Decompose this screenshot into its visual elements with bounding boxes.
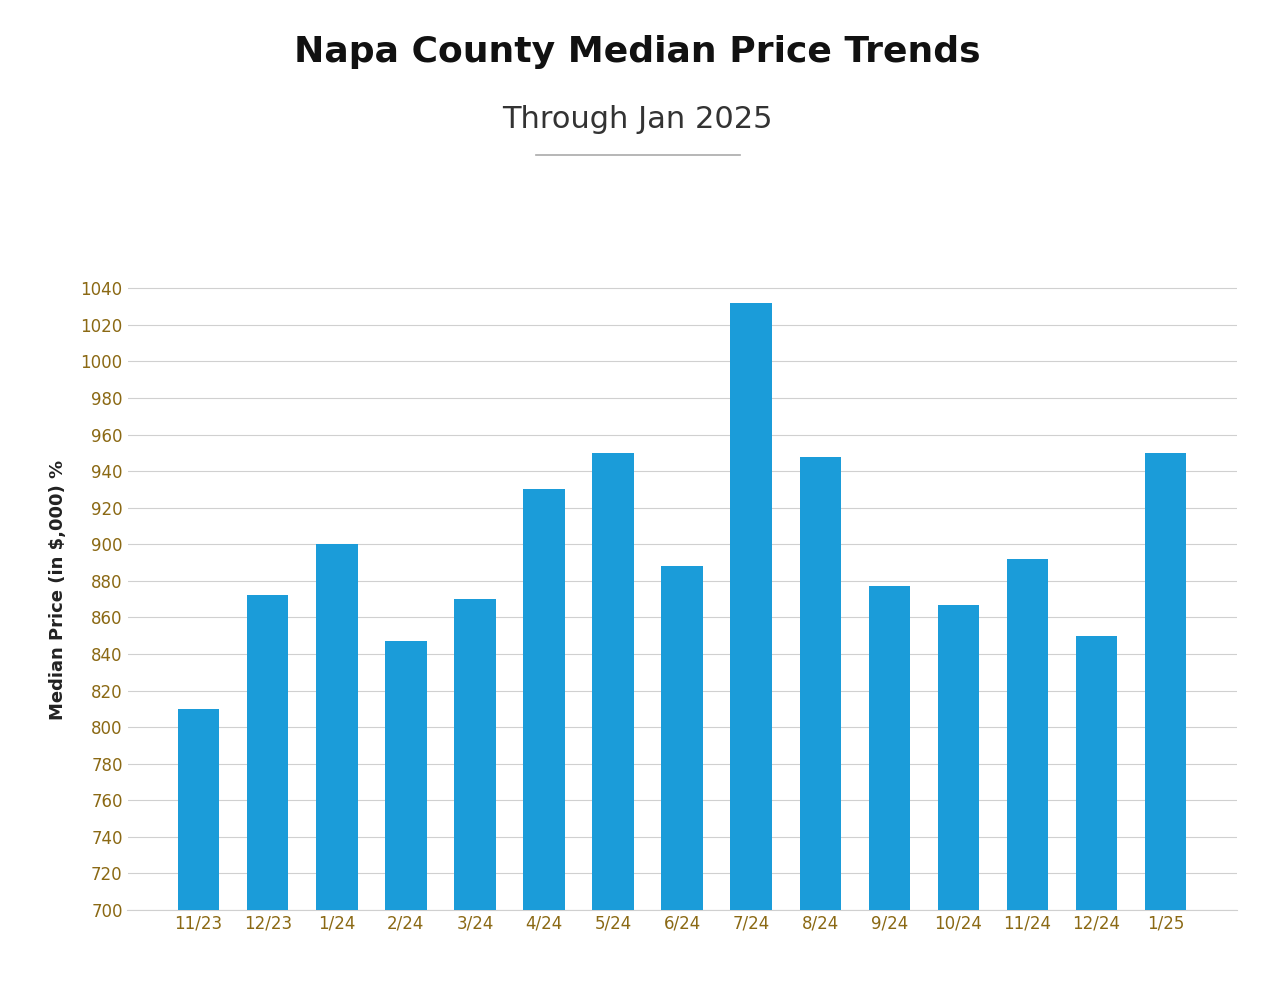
Text: Through Jan 2025: Through Jan 2025 bbox=[502, 105, 773, 134]
Bar bbox=[799, 457, 842, 1000]
Bar bbox=[1007, 559, 1048, 1000]
Bar bbox=[593, 453, 634, 1000]
Bar bbox=[731, 303, 771, 1000]
Bar bbox=[523, 489, 565, 1000]
Bar bbox=[1145, 453, 1186, 1000]
Bar bbox=[454, 599, 496, 1000]
Bar bbox=[662, 566, 703, 1000]
Bar bbox=[1076, 636, 1117, 1000]
Bar bbox=[385, 641, 427, 1000]
Text: Napa County Median Price Trends: Napa County Median Price Trends bbox=[295, 35, 980, 69]
Y-axis label: Median Price (in $,000) %: Median Price (in $,000) % bbox=[48, 460, 66, 720]
Bar bbox=[316, 544, 357, 1000]
Bar bbox=[868, 586, 910, 1000]
Bar bbox=[937, 605, 979, 1000]
Bar bbox=[179, 709, 219, 1000]
Bar bbox=[247, 595, 288, 1000]
